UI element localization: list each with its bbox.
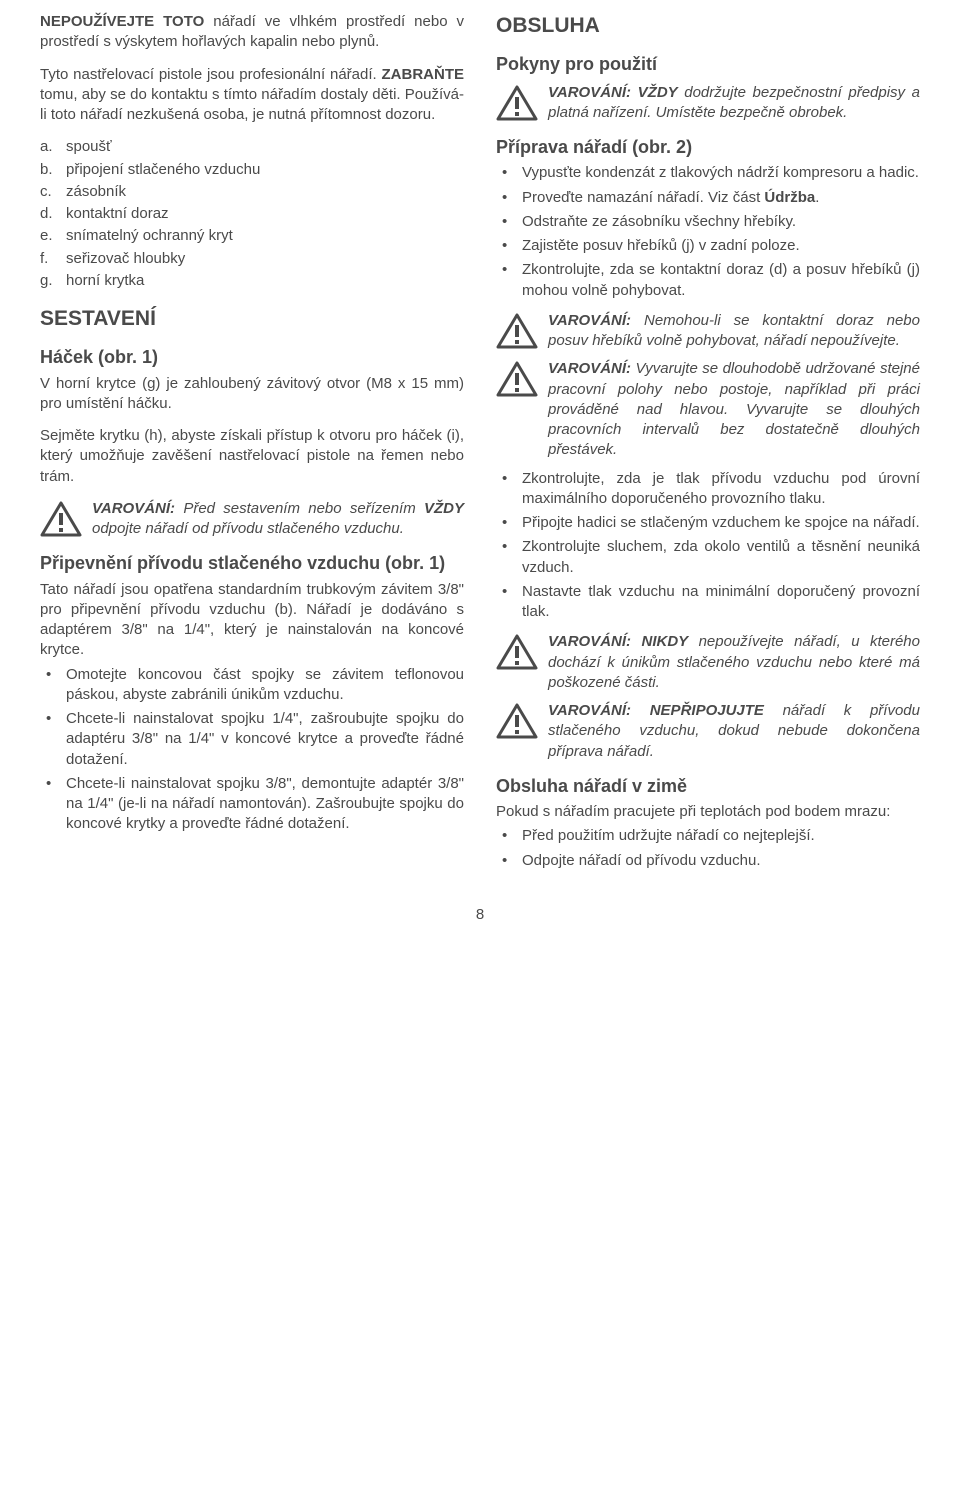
list-item: g. horní krytka bbox=[40, 271, 464, 291]
list-item: e. snímatelný ochranný kryt bbox=[40, 226, 464, 246]
list-item: Zkontrolujte, zda se kontaktní doraz (d)… bbox=[496, 260, 920, 301]
heading-sestaveni: SESTAVENÍ bbox=[40, 305, 464, 333]
text: Tyto nastřelovací pistole jsou profesion… bbox=[40, 66, 382, 83]
list-item: c. zásobník bbox=[40, 182, 464, 202]
label: a. bbox=[40, 137, 53, 157]
list-item: Omotejte koncovou část spojky se závitem… bbox=[40, 665, 464, 706]
paragraph: NEPOUŽÍVEJTE TOTO nářadí ve vlhkém prost… bbox=[40, 12, 464, 53]
text-bold: NEPOUŽÍVEJTE TOTO bbox=[40, 13, 204, 30]
text-bold: VAROVÁNÍ: NIKDY bbox=[548, 633, 688, 650]
list-item: Nastavte tlak vzduchu na minimální dopor… bbox=[496, 582, 920, 623]
list-item: Chcete-li nainstalovat spojku 3/8", demo… bbox=[40, 774, 464, 835]
text: zásobník bbox=[66, 183, 126, 200]
warning-text: VAROVÁNÍ: VŽDY dodržujte bezpečnostní př… bbox=[548, 83, 920, 124]
list-item: Odpojte nářadí od přívodu vzduchu. bbox=[496, 851, 920, 871]
list-item: Chcete-li nainstalovat spojku 1/4", zašr… bbox=[40, 709, 464, 770]
text: seřizovač hloubky bbox=[66, 250, 185, 267]
warning-block: VAROVÁNÍ: Vyvarujte se dlouhodobě udržov… bbox=[496, 359, 920, 460]
warning-block: VAROVÁNÍ: VŽDY dodržujte bezpečnostní př… bbox=[496, 83, 920, 124]
list-item: Vypusťte kondenzát z tlakových nádrží ko… bbox=[496, 163, 920, 183]
text: Před sestavením nebo seřízením bbox=[175, 500, 424, 517]
list-item: Připojte hadici se stlačeným vzduchem ke… bbox=[496, 513, 920, 533]
parts-list: a.spoušť b.připojení stlačeného vzduchu … bbox=[40, 137, 464, 291]
warning-text: VAROVÁNÍ: NEPŘIPOJUJTE nářadí k přívodu … bbox=[548, 701, 920, 762]
text: připojení stlačeného vzduchu bbox=[66, 161, 260, 178]
warning-text: VAROVÁNÍ: Nemohou-li se kontaktní doraz … bbox=[548, 311, 920, 352]
heading-hacek: Háček (obr. 1) bbox=[40, 345, 464, 369]
warning-text: VAROVÁNÍ: NIKDY nepoužívejte nářadí, u k… bbox=[548, 632, 920, 693]
text: spoušť bbox=[66, 138, 112, 155]
label: g. bbox=[40, 271, 53, 291]
label: f. bbox=[40, 249, 48, 269]
warning-icon bbox=[496, 634, 538, 670]
text-bold: VAROVÁNÍ: bbox=[548, 360, 631, 377]
label: d. bbox=[40, 204, 53, 224]
text-bold: VŽDY bbox=[424, 500, 464, 517]
list-item: Zkontrolujte, zda je tlak přívodu vzduch… bbox=[496, 469, 920, 510]
list-item: b. připojení stlačeného vzduchu bbox=[40, 160, 464, 180]
list-item: d. kontaktní doraz bbox=[40, 204, 464, 224]
heading-obsluha: OBSLUHA bbox=[496, 12, 920, 40]
bullet-list: Před použitím udržujte nářadí co nejtepl… bbox=[496, 826, 920, 871]
list-item: Odstraňte ze zásobníku všechny hřebíky. bbox=[496, 212, 920, 232]
text: Proveďte namazání nářadí. Viz část bbox=[522, 189, 764, 206]
warning-icon bbox=[496, 703, 538, 739]
text-bold: VAROVÁNÍ: NEPŘIPOJUJTE bbox=[548, 702, 764, 719]
list-item: Zkontrolujte sluchem, zda okolo ventilů … bbox=[496, 537, 920, 578]
page-number: 8 bbox=[40, 905, 920, 925]
heading-zime: Obsluha nářadí v zimě bbox=[496, 774, 920, 798]
warning-block: VAROVÁNÍ: Nemohou-li se kontaktní doraz … bbox=[496, 311, 920, 352]
heading-pokyny: Pokyny pro použití bbox=[496, 52, 920, 76]
text-bold: VAROVÁNÍ: bbox=[548, 312, 631, 329]
text: kontaktní doraz bbox=[66, 205, 169, 222]
list-item: Zajistěte posuv hřebíků (j) v zadní polo… bbox=[496, 236, 920, 256]
text-bold: ZABRAŇTE bbox=[382, 66, 465, 83]
paragraph: V horní krytce (g) je zahloubený závitov… bbox=[40, 374, 464, 415]
paragraph: Tyto nastřelovací pistole jsou profesion… bbox=[40, 65, 464, 126]
warning-text: VAROVÁNÍ: Před sestavením nebo seřízením… bbox=[92, 499, 464, 540]
paragraph: Tato nářadí jsou opatřena standardním tr… bbox=[40, 580, 464, 661]
warning-icon bbox=[496, 313, 538, 349]
label: e. bbox=[40, 226, 53, 246]
list-item: f. seřizovač hloubky bbox=[40, 249, 464, 269]
warning-block: VAROVÁNÍ: Před sestavením nebo seřízením… bbox=[40, 499, 464, 540]
bullet-list: Vypusťte kondenzát z tlakových nádrží ko… bbox=[496, 163, 920, 301]
bullet-list: Omotejte koncovou část spojky se závitem… bbox=[40, 665, 464, 835]
warning-icon bbox=[496, 85, 538, 121]
text: horní krytka bbox=[66, 272, 144, 289]
right-column: OBSLUHA Pokyny pro použití VAROVÁNÍ: VŽD… bbox=[496, 12, 920, 881]
warning-block: VAROVÁNÍ: NIKDY nepoužívejte nářadí, u k… bbox=[496, 632, 920, 693]
list-item: a. spoušť bbox=[40, 137, 464, 157]
warning-text: VAROVÁNÍ: Vyvarujte se dlouhodobě udržov… bbox=[548, 359, 920, 460]
warning-icon bbox=[40, 501, 82, 537]
text-bold: VAROVÁNÍ: bbox=[92, 500, 175, 517]
bullet-list: Zkontrolujte, zda je tlak přívodu vzduch… bbox=[496, 469, 920, 623]
warning-block: VAROVÁNÍ: NEPŘIPOJUJTE nářadí k přívodu … bbox=[496, 701, 920, 762]
heading-pripevneni: Připevnění přívodu stlačeného vzduchu (o… bbox=[40, 551, 464, 575]
label: c. bbox=[40, 182, 52, 202]
text: odpojte nářadí od přívodu stlačeného vzd… bbox=[92, 520, 404, 537]
paragraph: Pokud s nářadím pracujete při teplotách … bbox=[496, 802, 920, 822]
text-bold: VAROVÁNÍ: VŽDY bbox=[548, 84, 678, 101]
paragraph: Sejměte krytku (h), abyste získali příst… bbox=[40, 426, 464, 487]
text: tomu, aby se do kontaktu s tímto nářadím… bbox=[40, 86, 464, 123]
two-column-layout: NEPOUŽÍVEJTE TOTO nářadí ve vlhkém prost… bbox=[40, 12, 920, 881]
text: snímatelný ochranný kryt bbox=[66, 227, 233, 244]
text: . bbox=[815, 189, 819, 206]
text-bold: Údržba bbox=[764, 189, 815, 206]
label: b. bbox=[40, 160, 53, 180]
left-column: NEPOUŽÍVEJTE TOTO nářadí ve vlhkém prost… bbox=[40, 12, 464, 881]
warning-icon bbox=[496, 361, 538, 397]
list-item: Proveďte namazání nářadí. Viz část Údržb… bbox=[496, 188, 920, 208]
heading-priprava: Příprava nářadí (obr. 2) bbox=[496, 135, 920, 159]
list-item: Před použitím udržujte nářadí co nejtepl… bbox=[496, 826, 920, 846]
